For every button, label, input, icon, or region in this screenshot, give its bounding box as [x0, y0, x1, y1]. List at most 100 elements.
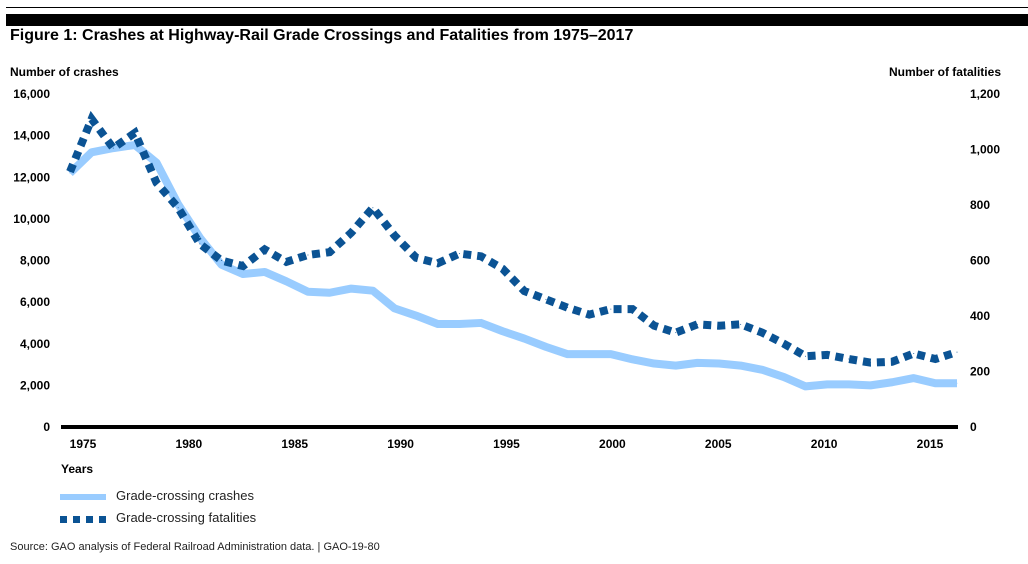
- data-point-fatalities: [91, 118, 93, 120]
- data-point-crashes: [415, 315, 417, 317]
- data-point-fatalities: [134, 132, 136, 134]
- data-point-crashes: [545, 346, 547, 348]
- data-point-crashes: [761, 369, 763, 371]
- data-point-crashes: [134, 144, 136, 146]
- data-point-crashes: [480, 322, 482, 324]
- data-point-fatalities: [956, 351, 958, 353]
- y-right-tick-label: 1,200: [970, 87, 1000, 101]
- data-point-fatalities: [156, 182, 158, 184]
- data-point-fatalities: [372, 207, 374, 209]
- data-point-fatalities: [567, 307, 569, 309]
- data-point-crashes: [394, 307, 396, 309]
- y-right-tick-label: 1,000: [970, 143, 1000, 157]
- data-point-crashes: [69, 172, 71, 174]
- data-point-crashes: [805, 385, 807, 387]
- data-point-fatalities: [415, 257, 417, 259]
- legend-dot: [99, 516, 106, 523]
- x-tick-label: 1975: [70, 437, 97, 451]
- data-point-crashes: [372, 290, 374, 292]
- legend-swatch-crashes: [60, 494, 106, 500]
- data-point-crashes: [718, 363, 720, 365]
- data-point-crashes: [523, 338, 525, 340]
- data-point-crashes: [458, 323, 460, 325]
- legend-label-crashes: Grade-crossing crashes: [116, 488, 254, 503]
- data-point-crashes: [869, 384, 871, 386]
- data-point-fatalities: [588, 314, 590, 316]
- y-left-tick-label: 4,000: [20, 337, 50, 351]
- y-right-tick-label: 400: [970, 309, 990, 323]
- series-line-crashes: [67, 140, 957, 391]
- data-point-fatalities: [718, 325, 720, 327]
- data-point-fatalities: [242, 265, 244, 267]
- data-point-fatalities: [307, 254, 309, 256]
- data-point-fatalities: [545, 298, 547, 300]
- x-axis-title: Years: [61, 462, 94, 476]
- data-point-fatalities: [696, 323, 698, 325]
- data-point-crashes: [610, 353, 612, 355]
- data-point-crashes: [956, 382, 958, 384]
- data-point-fatalities: [437, 262, 439, 264]
- x-tick-label: 1985: [281, 437, 308, 451]
- data-point-crashes: [826, 383, 828, 385]
- legend-label-fatalities: Grade-crossing fatalities: [116, 510, 257, 525]
- data-point-crashes: [675, 365, 677, 367]
- x-tick-label: 2005: [705, 437, 732, 451]
- data-point-fatalities: [69, 171, 71, 173]
- data-point-fatalities: [761, 332, 763, 334]
- data-point-crashes: [567, 353, 569, 355]
- data-point-crashes: [934, 382, 936, 384]
- header-rule-thin: [6, 7, 1028, 8]
- y-left-tick-label: 14,000: [13, 129, 50, 143]
- data-point-crashes: [848, 383, 850, 385]
- y-axis-left-ticks: 0 2,000 4,000 6,000 8,000 10,000 12,000 14,000 1…: [13, 87, 50, 434]
- data-point-crashes: [307, 291, 309, 293]
- data-point-crashes: [350, 288, 352, 290]
- data-point-crashes: [653, 363, 655, 365]
- y-left-tick-label: 16,000: [13, 87, 50, 101]
- data-point-crashes: [264, 271, 266, 273]
- data-point-crashes: [631, 358, 633, 360]
- data-point-fatalities: [740, 323, 742, 325]
- y-right-tick-label: 0: [970, 420, 977, 434]
- data-point-fatalities: [523, 290, 525, 292]
- data-point-fatalities: [826, 354, 828, 356]
- data-point-fatalities: [848, 358, 850, 360]
- data-point-fatalities: [112, 147, 114, 149]
- x-tick-label: 2000: [599, 437, 626, 451]
- data-point-fatalities: [458, 253, 460, 255]
- data-point-fatalities: [869, 362, 871, 364]
- data-point-crashes: [91, 151, 93, 153]
- data-point-crashes: [156, 162, 158, 164]
- y-left-tick-label: 2,000: [20, 378, 50, 392]
- data-point-fatalities: [480, 255, 482, 257]
- y-left-tick-label: 6,000: [20, 295, 50, 309]
- data-point-fatalities: [891, 361, 893, 363]
- data-point-crashes: [502, 330, 504, 332]
- legend-dot: [60, 516, 67, 523]
- data-point-fatalities: [350, 232, 352, 234]
- series-line-fatalities: [66, 110, 959, 367]
- data-point-fatalities: [177, 207, 179, 209]
- data-point-crashes: [242, 273, 244, 275]
- y-left-tick-label: 12,000: [13, 170, 50, 184]
- data-point-crashes: [696, 362, 698, 364]
- data-point-fatalities: [329, 251, 331, 253]
- data-point-fatalities: [502, 268, 504, 270]
- data-point-crashes: [740, 365, 742, 367]
- y-right-tick-label: 600: [970, 254, 990, 268]
- data-point-fatalities: [610, 308, 612, 310]
- figure-title: Figure 1: Crashes at Highway-Rail Grade …: [10, 27, 634, 44]
- data-point-crashes: [199, 237, 201, 239]
- legend-dot: [86, 516, 93, 523]
- data-point-fatalities: [653, 325, 655, 327]
- source-note: Source: GAO analysis of Federal Railroad…: [10, 541, 380, 553]
- y-axis-right-ticks: 0 200 400 600 800 1,000 1,200: [970, 87, 1000, 434]
- y-axis-left-title: Number of crashes: [10, 65, 119, 79]
- data-point-crashes: [329, 292, 331, 294]
- legend-swatch-fatalities: [60, 516, 106, 523]
- data-point-fatalities: [264, 248, 266, 250]
- data-point-fatalities: [394, 235, 396, 237]
- data-point-fatalities: [199, 243, 201, 245]
- legend-dot: [73, 516, 80, 523]
